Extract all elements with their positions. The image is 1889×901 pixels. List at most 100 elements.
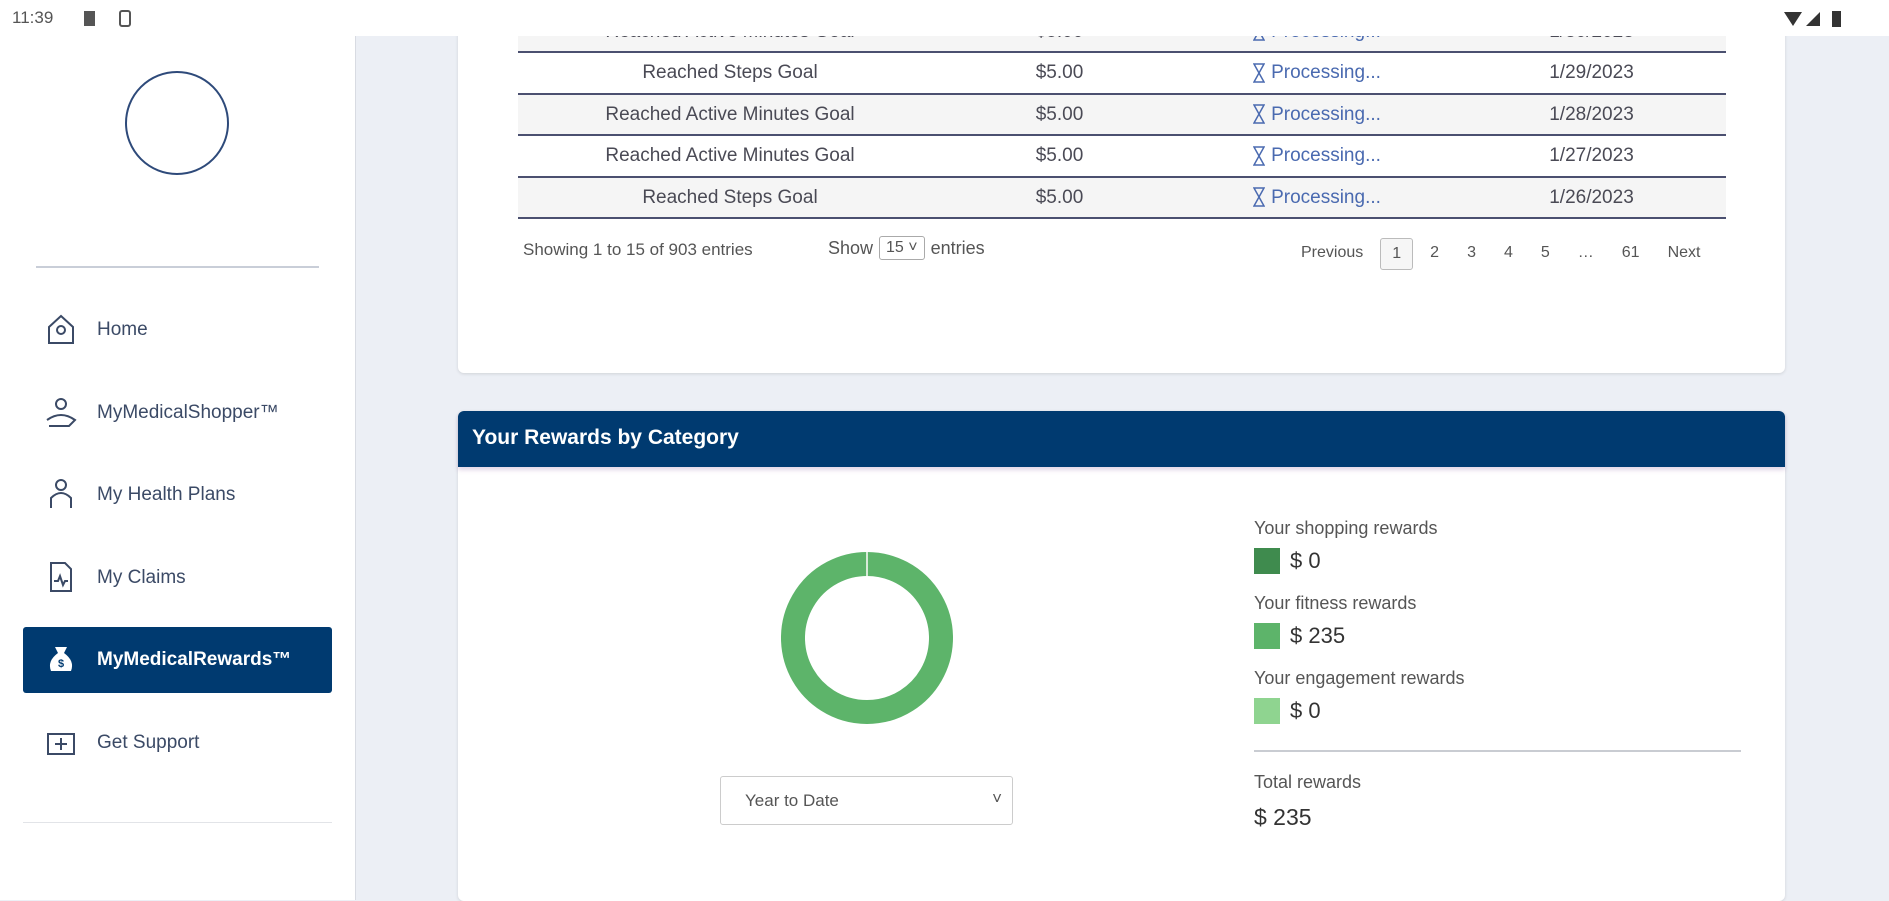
total-value: $ 235 — [1254, 804, 1312, 830]
legend-swatch — [1254, 623, 1280, 649]
table-cell: Processing... — [1177, 145, 1457, 167]
legend-swatch — [1254, 698, 1280, 724]
menu-label: Home — [97, 319, 148, 340]
table-cell: 1/28/2023 — [1457, 104, 1726, 126]
page-link[interactable]: 3 — [1467, 244, 1476, 261]
hourglass-icon — [1252, 63, 1266, 83]
hourglass-icon — [1252, 146, 1266, 166]
clock: 11:39 — [12, 8, 54, 27]
page-link[interactable]: Next — [1667, 244, 1701, 261]
table-row: Reached Steps Goal $5.00 Processing... 1/26… — [518, 178, 1726, 219]
pagination: Previous 1 2 3 4 5 … 61 Next — [1290, 238, 1711, 270]
cell-text: Reached Steps Goal — [642, 186, 818, 208]
page-size: Show 15 ˅ entries — [828, 236, 985, 260]
cell-text: 1/26/2023 — [1549, 186, 1634, 208]
cell-text: Processing... — [1271, 145, 1381, 166]
legend-value: $ 0 — [1254, 698, 1321, 724]
cell-text: 1/27/2023 — [1549, 145, 1634, 166]
table-cell: Processing... — [1177, 104, 1457, 126]
table-cell: $5.00 — [942, 62, 1177, 84]
chevron: ˅ — [992, 789, 1002, 808]
cell-text: $5.00 — [1035, 62, 1084, 83]
cell-text: $5.00 — [1035, 145, 1084, 166]
cell-text: Reached Steps Goal — [642, 62, 818, 83]
table-cell: Reached Active Minutes Goal — [518, 145, 942, 167]
legend-swatch — [1254, 548, 1280, 574]
period-value: Year to Date — [745, 791, 839, 810]
rewards-title: Your Rewards by Category — [472, 426, 739, 449]
cell-text: Reached Active Minutes Goal — [605, 145, 855, 166]
total-title: Total rewards — [1254, 772, 1362, 792]
show-label: Show — [828, 237, 874, 258]
menu-item[interactable]: Home — [23, 297, 332, 363]
menu-label: My Claims — [97, 566, 186, 588]
menu-label: MyMedicalRewards™ — [97, 649, 292, 670]
cell-text: $5.00 — [1035, 186, 1084, 208]
svg-text:$: $ — [58, 658, 64, 670]
legend-label: Your shopping rewards — [1254, 518, 1438, 538]
status-icons — [84, 10, 131, 27]
table-info: Showing 1 to 15 of 903 entries — [523, 240, 753, 259]
menu-icon: $ — [49, 647, 73, 671]
page-link[interactable]: Previous — [1301, 244, 1364, 261]
menu-item[interactable]: Get Support — [23, 710, 332, 776]
divider — [23, 822, 332, 823]
table-row: Reached Steps Goal $5.00 Processing... 1/29… — [518, 54, 1726, 95]
table-cell: 1/27/2023 — [1457, 145, 1726, 167]
page-link[interactable]: 1 — [1380, 238, 1414, 270]
page-size-select[interactable]: 15 ˅ — [879, 236, 925, 260]
table-cell: Reached Active Minutes Goal — [518, 104, 942, 126]
table-row: Reached Active Minutes Goal $5.00 Processi… — [518, 137, 1726, 178]
menu-icon — [50, 561, 72, 592]
donut-segment — [781, 552, 953, 724]
menu-label: My Health Plans — [97, 484, 236, 505]
menu-icon — [50, 479, 72, 508]
sidebar: Home MyMedicalShopper™ My Health Plans My C… — [0, 36, 356, 900]
page-link[interactable]: 5 — [1540, 244, 1550, 261]
legend-label: Your engagement rewards — [1254, 668, 1465, 688]
page-link[interactable]: 61 — [1621, 244, 1640, 261]
table-cell: Processing... — [1177, 187, 1457, 209]
legend-label: Your fitness rewards — [1254, 593, 1417, 613]
page-link[interactable]: 4 — [1503, 244, 1513, 261]
menu-icon — [48, 314, 74, 344]
rewards-header: Your Rewards by Category — [458, 411, 1785, 467]
menu-icon — [47, 732, 75, 755]
menu-item[interactable]: MyMedicalShopper™ — [23, 380, 332, 446]
menu-label: MyMedicalShopper™ — [97, 401, 279, 423]
system-icons — [1784, 11, 1841, 27]
period-select[interactable]: Year to Date ˅ — [720, 776, 1013, 825]
menu-icon — [46, 397, 77, 427]
cell-text: Processing... — [1271, 103, 1381, 125]
avatar — [125, 71, 229, 175]
cell-text: Reached Active Minutes Goal — [605, 103, 855, 125]
table-row: Reached Active Minutes Goal $5.00 Processi… — [518, 95, 1726, 136]
table-cell: Reached Steps Goal — [518, 187, 942, 209]
menu-item[interactable]: My Health Plans — [23, 462, 332, 528]
legend-value: $ 235 — [1254, 623, 1345, 649]
entries-label: entries — [930, 237, 985, 258]
cell-text: 1/28/2023 — [1549, 103, 1634, 125]
cell-text: Processing... — [1271, 186, 1381, 208]
page-size-value: 15 — [886, 239, 904, 256]
hourglass-icon — [1252, 104, 1266, 125]
rewards-donut — [781, 552, 953, 724]
legend-amount: $ 0 — [1290, 698, 1321, 723]
table-cell: $5.00 — [942, 187, 1177, 209]
table-cell: Processing... — [1177, 62, 1457, 84]
legend-amount: $ 235 — [1290, 623, 1346, 648]
status-bar: 11:39 — [0, 0, 1889, 36]
divider — [36, 266, 319, 268]
page-link[interactable]: … — [1577, 244, 1594, 261]
table-cell: 1/26/2023 — [1457, 187, 1726, 209]
page-link[interactable]: 2 — [1430, 244, 1440, 261]
cell-text: 1/29/2023 — [1549, 62, 1634, 83]
menu-item[interactable]: $ MyMedicalRewards™ — [23, 627, 332, 693]
hourglass-icon — [1252, 187, 1266, 208]
divider — [1254, 750, 1741, 752]
menu-item[interactable]: My Claims — [23, 545, 332, 611]
cell-text: Processing... — [1271, 62, 1381, 83]
legend-value: $ 0 — [1254, 548, 1321, 574]
